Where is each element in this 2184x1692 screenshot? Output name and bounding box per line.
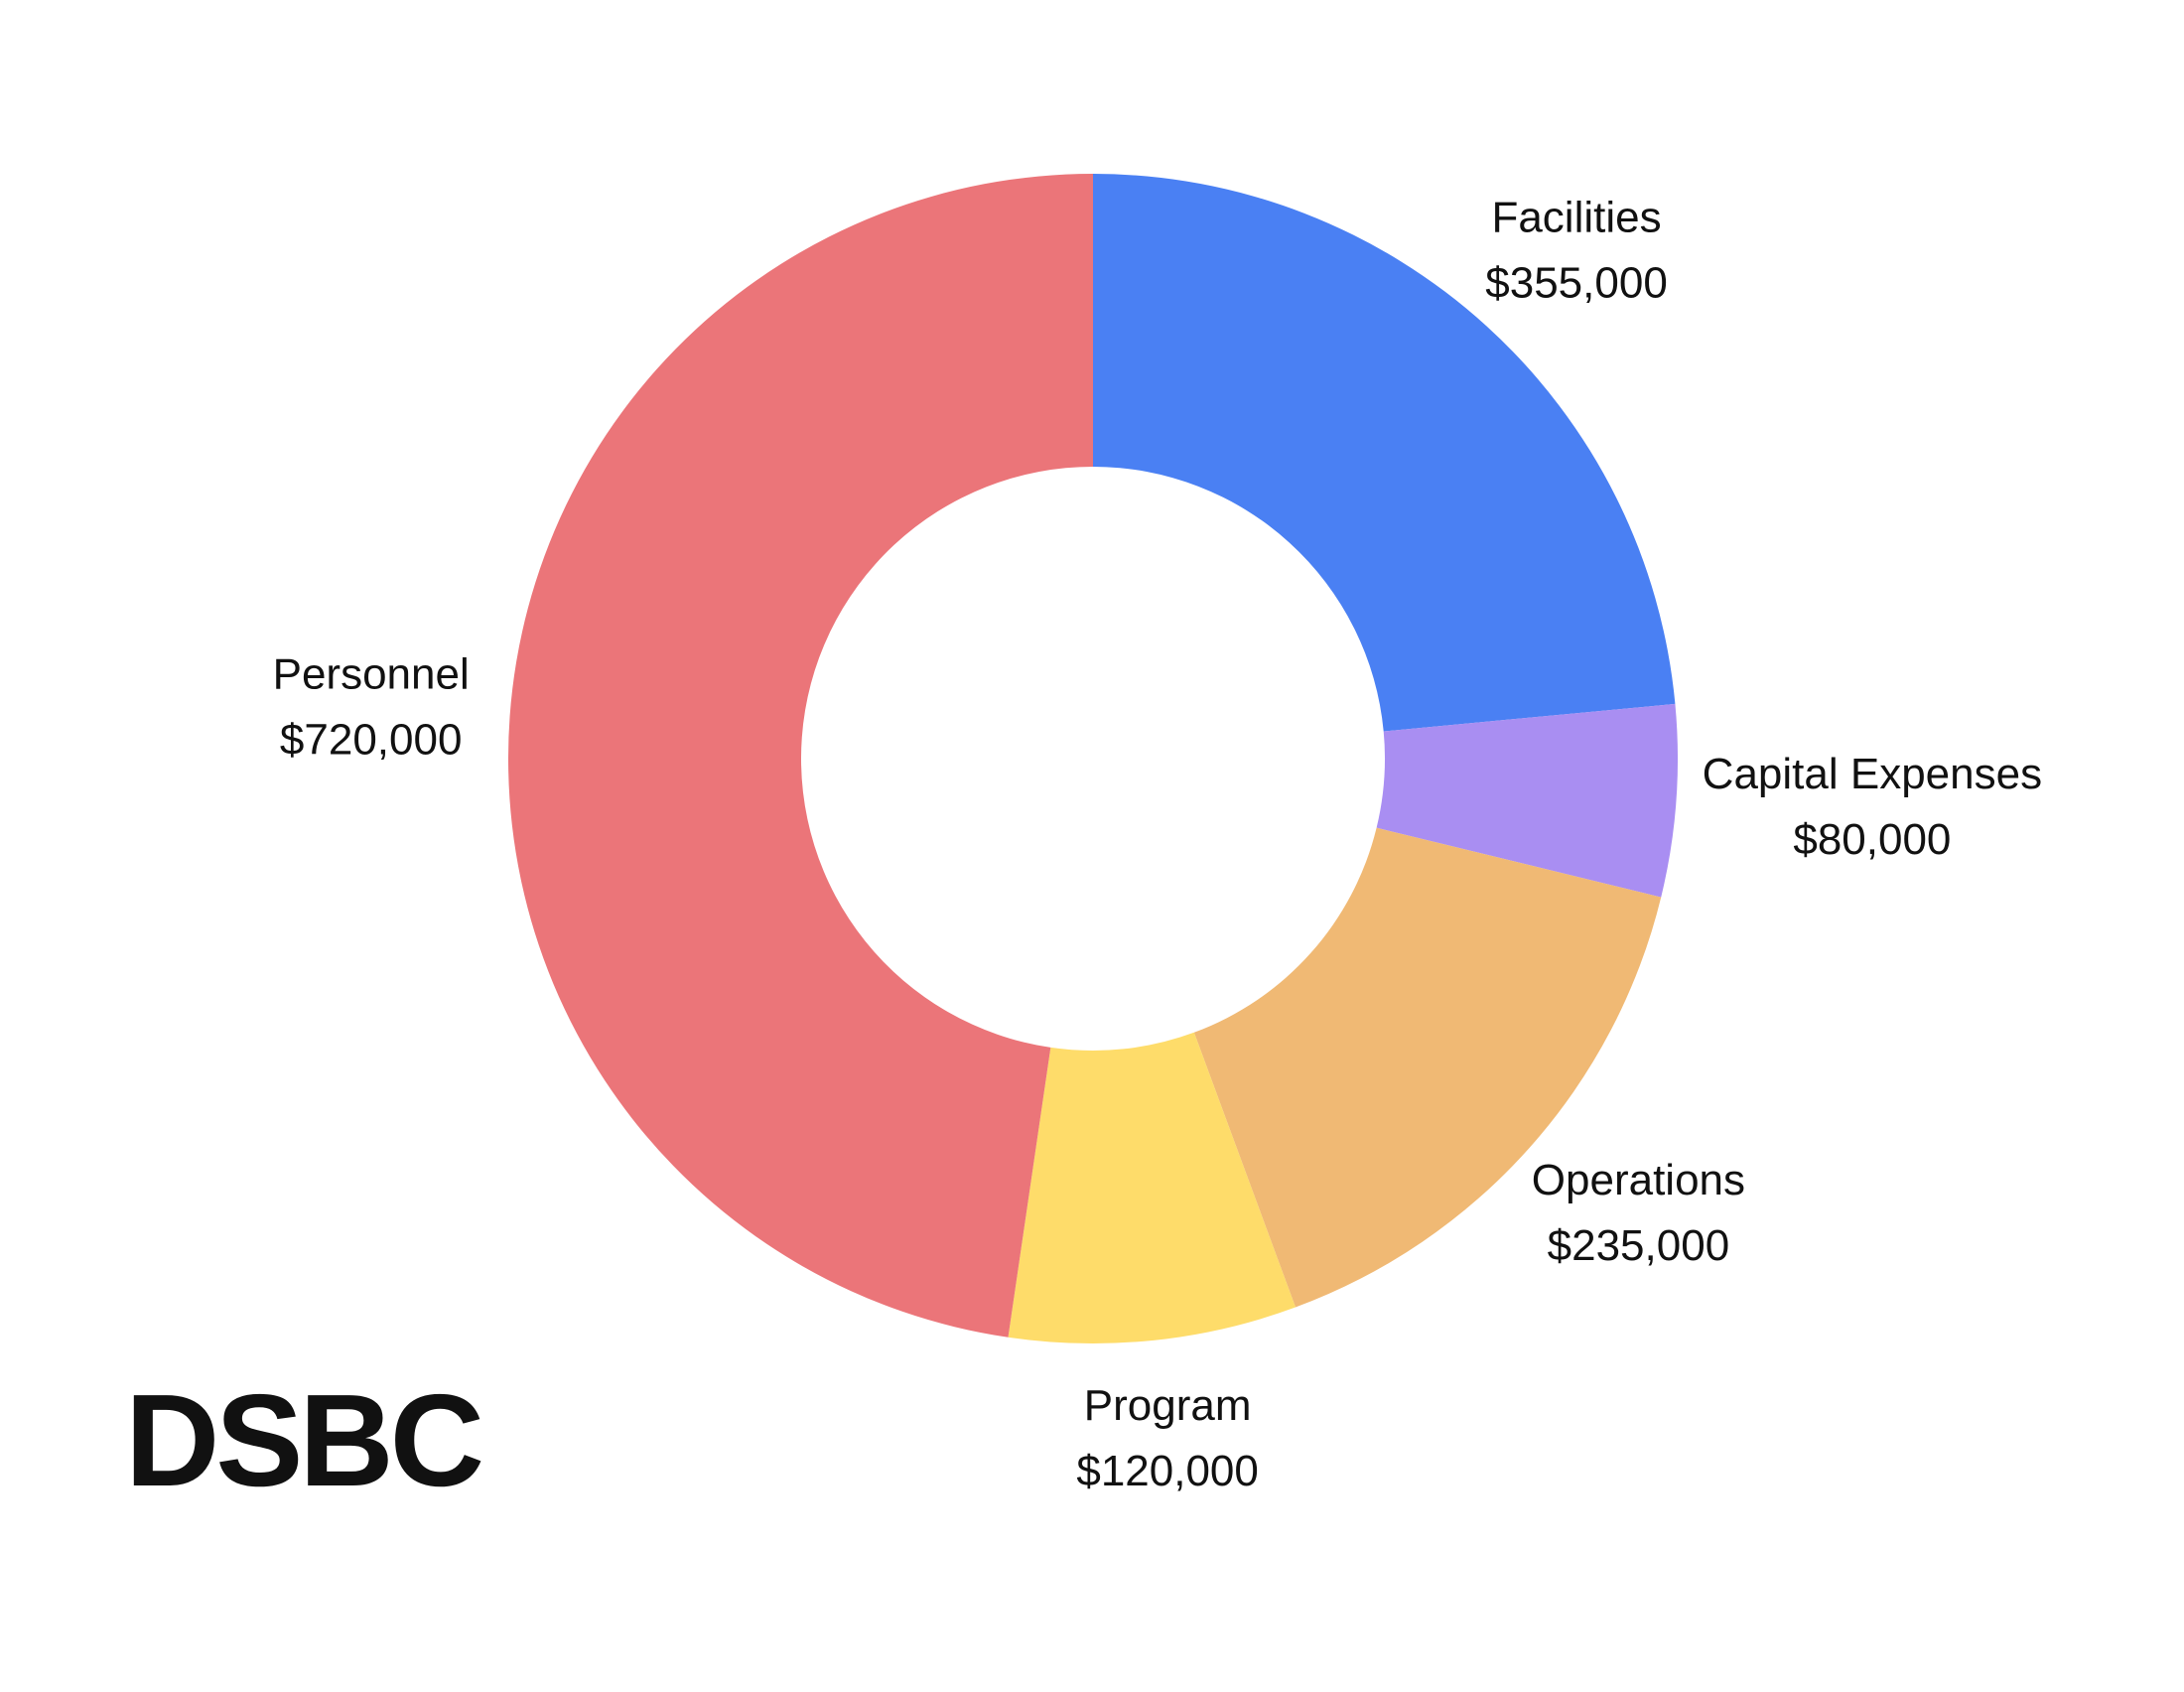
brand-logo: DSBC <box>125 1367 481 1513</box>
slice-label: Program <box>1084 1381 1252 1430</box>
slice-label: Personnel <box>273 649 470 698</box>
value-label: $235,000 <box>1548 1221 1730 1270</box>
value-label: $80,000 <box>1793 815 1951 864</box>
slice-label: Capital Expenses <box>1703 750 2042 798</box>
slice-label: Operations <box>1532 1156 1745 1204</box>
donut-slice <box>1093 174 1676 732</box>
donut-slice <box>1376 703 1678 898</box>
donut-slice <box>1008 1032 1297 1343</box>
donut-slice <box>508 174 1093 1338</box>
value-label: $355,000 <box>1485 258 1668 307</box>
value-label: $720,000 <box>280 715 463 764</box>
slice-label: Facilities <box>1491 193 1661 241</box>
donut-slice <box>1193 827 1662 1308</box>
slices <box>508 174 1678 1343</box>
value-label: $120,000 <box>1076 1447 1259 1495</box>
labels: Facilities $355,000 Capital Expenses $80,00… <box>273 193 2042 1494</box>
